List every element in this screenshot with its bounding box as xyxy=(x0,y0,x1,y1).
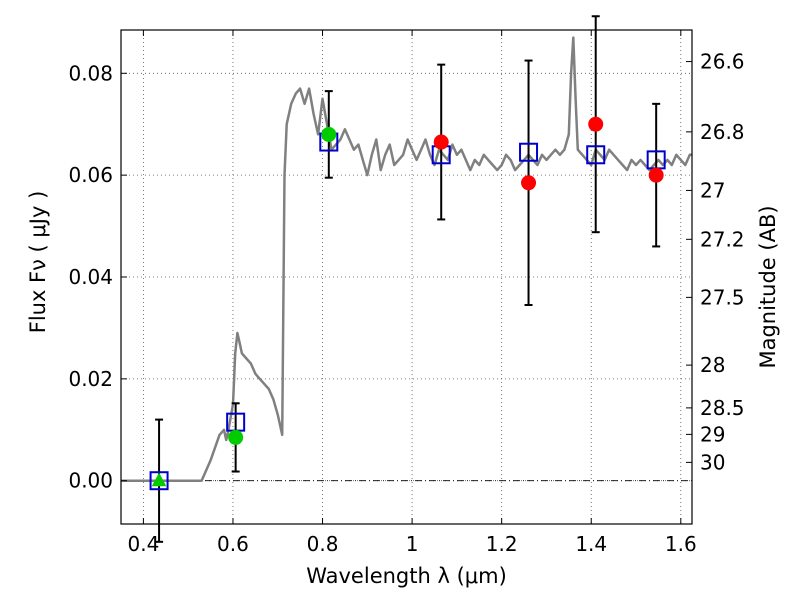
magnitude-tick-label: 28.5 xyxy=(700,396,745,420)
x-tick-label: 0.8 xyxy=(307,532,339,556)
y-tick-label: 0.04 xyxy=(68,265,113,289)
magnitude-tick-label: 27.2 xyxy=(700,227,745,251)
error-bars xyxy=(155,15,661,543)
magnitude-axis: 26.6 26.8 27 27.2 27.5 28 28.529 30 xyxy=(686,50,745,474)
magnitude-tick-label: 26.6 xyxy=(700,50,745,74)
y-tick-label: 0.06 xyxy=(68,163,113,187)
magnitude-tick-label: 30 xyxy=(700,450,725,474)
y-tick-label: 0.08 xyxy=(68,61,113,85)
x-axis-title: Wavelength λ (μm) xyxy=(306,564,507,588)
x-axis: 0.4 0.6 0.8 1 1.2 1.4 1.6 xyxy=(127,30,697,556)
observed-point-B xyxy=(151,472,167,487)
x-tick-label: 1.2 xyxy=(486,532,518,556)
observed-point-V xyxy=(228,429,244,445)
observed-point-i xyxy=(321,126,337,142)
magnitude-axis-title: Magnitude (AB) xyxy=(756,205,780,368)
x-tick-label: 1.6 xyxy=(665,532,697,556)
model-spectrum-line xyxy=(121,36,692,482)
plot-frame xyxy=(120,29,693,525)
observed-point-J xyxy=(521,175,537,191)
magnitude-tick-label: 29 xyxy=(700,422,725,446)
y-axis: 0.00 0.02 0.04 0.06 0.08 xyxy=(68,61,127,493)
magnitude-tick-label: 27 xyxy=(700,178,725,202)
x-tick-label: 1.4 xyxy=(575,532,607,556)
observed-point-Y xyxy=(433,134,449,150)
observed-point-H xyxy=(648,167,664,183)
x-tick-label: 0.4 xyxy=(127,532,159,556)
y-tick-label: 0.00 xyxy=(68,469,113,493)
magnitude-tick-label: 27.5 xyxy=(700,285,745,309)
model-band-box-J xyxy=(519,142,539,162)
y-axis-title: Flux Fν ( μJy ) xyxy=(26,191,50,334)
x-tick-label: 0.6 xyxy=(217,532,249,556)
model-band-box-JH xyxy=(586,145,606,165)
observed-point-JH xyxy=(588,116,604,132)
model-band-box-B xyxy=(149,471,169,491)
y-tick-label: 0.02 xyxy=(68,367,113,391)
model-layer xyxy=(121,36,692,482)
grid-lines xyxy=(121,30,692,524)
x-tick-label: 1 xyxy=(406,532,419,556)
magnitude-tick-label: 26.8 xyxy=(700,120,745,144)
observed-points xyxy=(151,116,664,487)
magnitude-tick-label: 28 xyxy=(700,353,725,377)
